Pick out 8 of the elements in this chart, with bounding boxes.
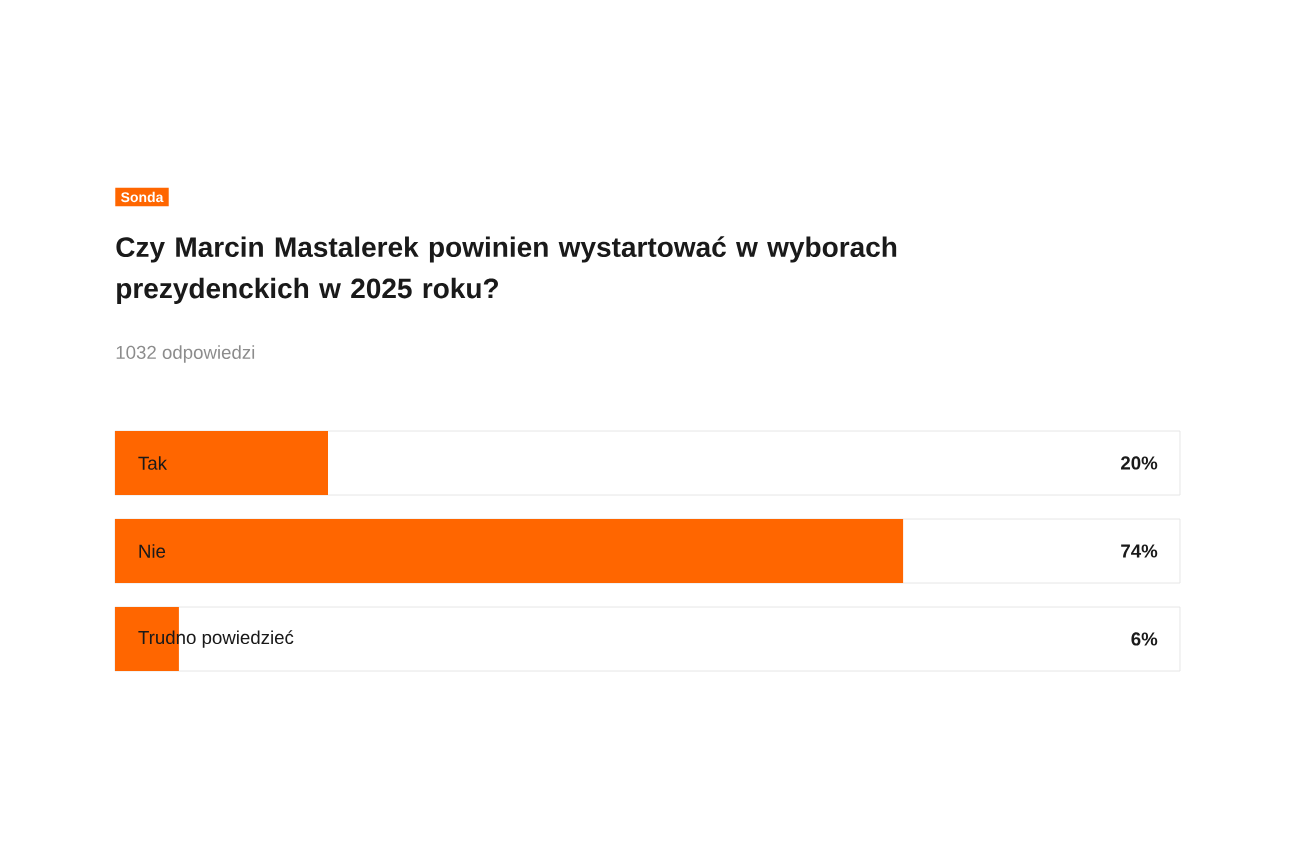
text: Sonda [121,191,164,203]
data-label: 74% [1121,544,1158,558]
chart-subtitle: 1032 odpowiedzi [116,345,255,363]
y-tick-label: Nie [139,544,166,558]
y-tick-label: Tak [138,456,168,470]
data-label: 6% [1131,632,1158,646]
data-label: 20% [1121,456,1158,470]
chart-title: Czy Marcin Mastalerek powinien wystartować w wyborach prezydenckich w 2025 roku? [116,236,897,304]
